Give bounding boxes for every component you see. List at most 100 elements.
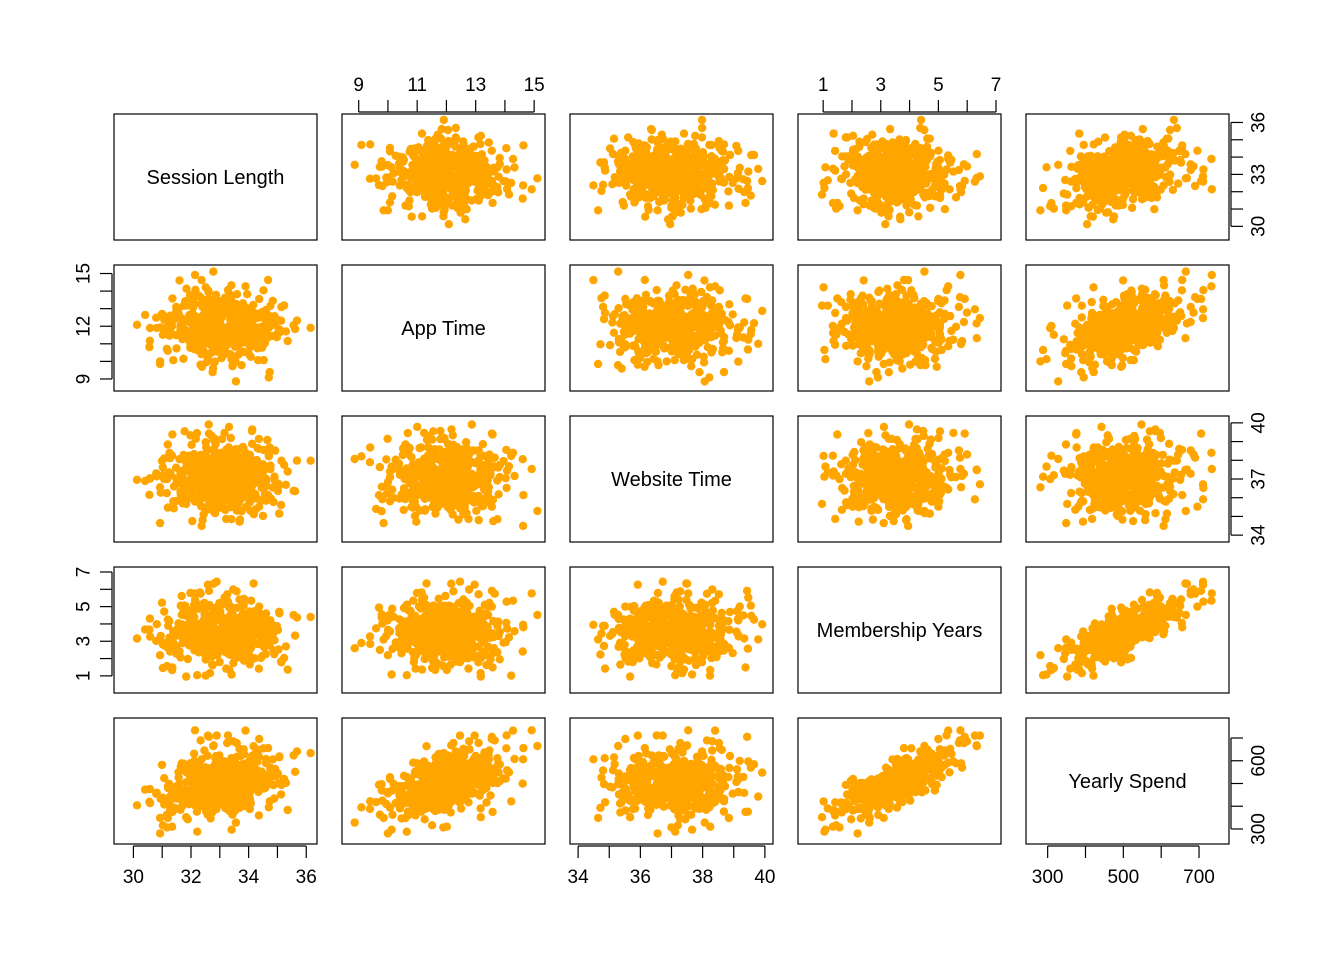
data-point <box>910 293 919 303</box>
data-point <box>365 174 375 183</box>
data-point <box>208 505 217 514</box>
data-point <box>220 342 229 351</box>
data-point <box>192 452 201 461</box>
data-point <box>1141 329 1150 339</box>
data-point <box>176 487 185 496</box>
data-point <box>478 502 488 511</box>
data-point <box>209 267 218 276</box>
panel-frame <box>113 113 318 241</box>
data-point <box>620 154 630 163</box>
data-point <box>927 329 936 339</box>
data-point <box>435 445 444 454</box>
data-point <box>972 334 981 343</box>
data-point <box>687 144 697 153</box>
data-point <box>234 327 243 336</box>
data-point <box>263 435 272 445</box>
data-point <box>934 338 943 347</box>
data-point <box>171 331 181 340</box>
data-point <box>1081 155 1091 164</box>
data-point <box>916 123 925 133</box>
data-point <box>235 496 244 506</box>
data-point <box>608 180 617 189</box>
data-point <box>467 420 477 429</box>
data-point <box>427 164 436 173</box>
data-point <box>266 301 275 310</box>
data-point <box>911 322 921 331</box>
data-point <box>431 134 440 143</box>
data-point <box>482 460 491 469</box>
data-point <box>620 311 629 320</box>
data-point <box>631 320 640 330</box>
variable-label-app-time: App Time <box>401 318 485 340</box>
data-point <box>873 373 883 382</box>
data-point <box>641 290 651 300</box>
data-point <box>844 155 853 164</box>
data-point <box>175 276 184 285</box>
data-point <box>519 490 528 500</box>
data-point <box>640 141 649 150</box>
data-point <box>681 189 690 198</box>
data-point <box>725 300 734 309</box>
data-point <box>700 160 709 169</box>
data-point <box>902 178 911 187</box>
data-point <box>241 502 251 512</box>
data-point <box>256 310 266 319</box>
data-point <box>1128 194 1138 204</box>
data-point <box>1107 162 1117 171</box>
data-point <box>428 435 437 444</box>
data-point <box>1165 170 1175 179</box>
data-point <box>659 340 668 350</box>
data-point <box>1125 146 1135 156</box>
data-point <box>494 490 503 499</box>
data-point <box>652 312 661 321</box>
data-point <box>162 344 171 354</box>
data-point <box>1059 189 1069 198</box>
data-point <box>1131 171 1140 181</box>
data-point <box>641 212 650 221</box>
data-point <box>937 299 946 308</box>
data-point <box>688 284 697 293</box>
data-point <box>911 171 921 181</box>
data-point <box>1144 158 1153 167</box>
data-point <box>719 337 729 346</box>
data-point <box>204 286 213 295</box>
panel-frame <box>797 113 1002 241</box>
data-point <box>630 309 640 319</box>
data-point <box>705 170 714 180</box>
data-point <box>901 186 911 195</box>
data-point <box>273 486 283 496</box>
data-point <box>1161 291 1170 300</box>
data-point <box>202 338 211 347</box>
data-point <box>754 339 763 348</box>
data-point <box>715 144 724 153</box>
data-point <box>388 192 397 201</box>
data-point <box>841 341 851 350</box>
data-point <box>972 319 981 328</box>
data-point <box>190 270 200 280</box>
data-point <box>725 150 735 160</box>
data-point <box>829 129 838 138</box>
data-point <box>226 315 235 324</box>
data-point <box>589 181 598 190</box>
data-point <box>257 340 266 350</box>
data-point <box>485 450 494 459</box>
data-point <box>1095 196 1105 205</box>
data-point <box>247 457 257 467</box>
data-point <box>152 313 161 322</box>
data-point <box>442 451 451 460</box>
data-point <box>618 197 627 207</box>
data-point <box>172 344 181 353</box>
scatter-panel-r2-c1 <box>113 264 318 392</box>
data-point <box>283 336 292 346</box>
data-point <box>934 146 943 155</box>
data-point <box>502 483 511 493</box>
data-point <box>453 164 462 173</box>
data-point <box>488 198 497 208</box>
data-point <box>902 291 911 300</box>
data-point <box>188 516 197 526</box>
data-point <box>259 462 268 471</box>
data-point <box>889 180 898 189</box>
data-point <box>923 152 932 162</box>
data-point <box>254 323 264 332</box>
data-point <box>442 198 451 208</box>
